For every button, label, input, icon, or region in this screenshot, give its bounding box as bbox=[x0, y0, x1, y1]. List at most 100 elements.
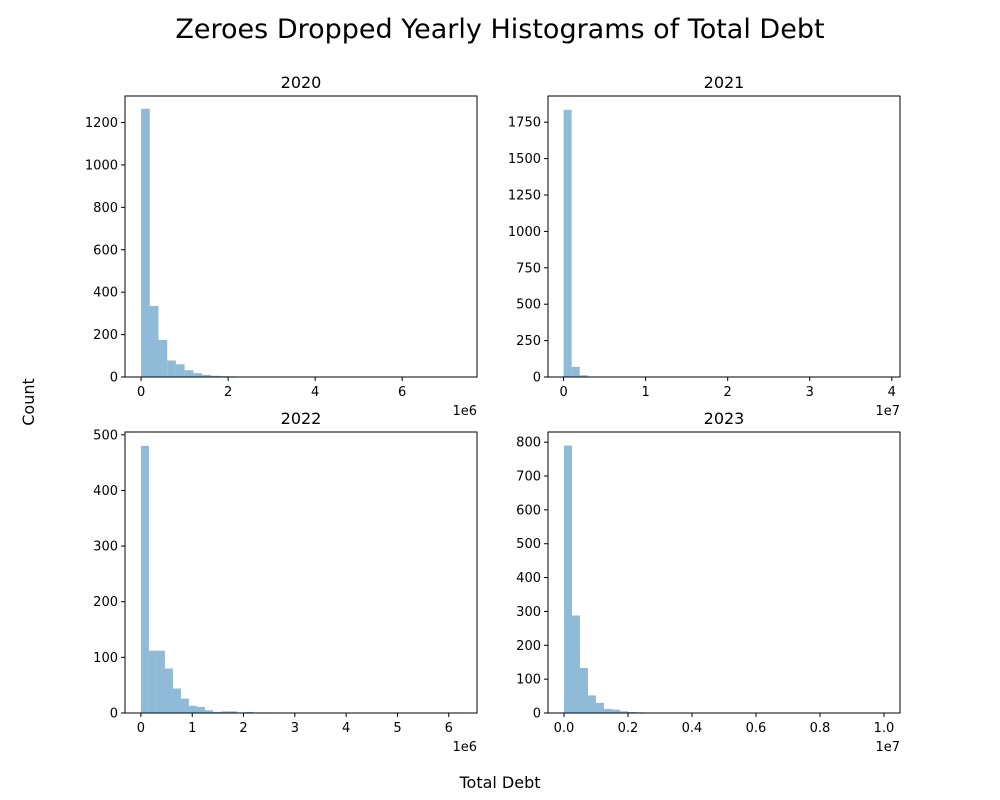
x-tick-label: 0.2 bbox=[618, 721, 639, 736]
histogram-bar bbox=[563, 109, 572, 377]
figure-title: Zeroes Dropped Yearly Histograms of Tota… bbox=[175, 14, 824, 45]
histogram-bar bbox=[210, 375, 220, 377]
histogram-bar bbox=[571, 366, 580, 377]
histogram-bar bbox=[620, 711, 628, 713]
x-tick-label: 4 bbox=[311, 385, 319, 400]
x-tick-label: 0 bbox=[137, 385, 145, 400]
axes-frame bbox=[547, 95, 901, 378]
x-tick-label: 0.6 bbox=[746, 721, 767, 736]
histogram-bar bbox=[596, 702, 604, 713]
histogram-bar bbox=[588, 695, 596, 713]
y-tick-label: 500 bbox=[93, 428, 118, 443]
x-tick-label: 4 bbox=[342, 721, 350, 736]
y-tick-label: 500 bbox=[516, 537, 541, 552]
histogram-bar bbox=[188, 705, 197, 713]
histogram-bar bbox=[564, 445, 572, 713]
axes-frame bbox=[547, 431, 901, 714]
histogram-bar bbox=[158, 339, 168, 377]
histogram-bar bbox=[193, 373, 203, 377]
x-tick-label: 1.0 bbox=[874, 721, 895, 736]
y-tick-label: 200 bbox=[93, 595, 118, 610]
y-tick-label: 0 bbox=[533, 707, 541, 722]
x-tick-label: 1 bbox=[642, 385, 650, 400]
y-tick-label: 300 bbox=[516, 605, 541, 620]
histogram-bar bbox=[148, 650, 157, 713]
x-tick-label: 2 bbox=[239, 721, 247, 736]
y-tick-label: 100 bbox=[516, 673, 541, 688]
histogram-bar bbox=[202, 374, 211, 377]
x-tick-label: 0.4 bbox=[682, 721, 703, 736]
histogram-bar bbox=[228, 711, 237, 713]
subplot-2023: 0.0 0.2 0.4 0.6 0.8 1.0 0 100 200 300 400 500 600 700… bbox=[516, 409, 901, 755]
y-tick-label: 0 bbox=[533, 371, 541, 386]
histogram-bar bbox=[212, 711, 221, 713]
histogram-bar bbox=[579, 375, 588, 377]
x-tick-label: 3 bbox=[806, 385, 814, 400]
histogram-bar bbox=[604, 708, 612, 713]
y-tick-label: 600 bbox=[93, 243, 118, 258]
x-tick-label: 5 bbox=[393, 721, 401, 736]
x-tick-label: 6 bbox=[445, 721, 453, 736]
histogram-bar bbox=[149, 305, 159, 377]
histogram-bar bbox=[628, 711, 636, 713]
histogram-bar bbox=[164, 668, 173, 713]
y-tick-label: 200 bbox=[93, 328, 118, 343]
x-offset-text: 1e7 bbox=[875, 404, 900, 419]
x-tick-label: 1 bbox=[188, 721, 196, 736]
y-tick-label: 400 bbox=[516, 571, 541, 586]
histogram-bar bbox=[156, 650, 165, 713]
y-tick-label: 100 bbox=[93, 651, 118, 666]
subplot-title: 2023 bbox=[704, 409, 745, 428]
axes-frame bbox=[124, 95, 478, 378]
x-offset-text: 1e6 bbox=[452, 740, 477, 755]
y-tick-label: 400 bbox=[93, 286, 118, 301]
subplot-2020: 0 2 4 6 0 200 400 600 800 1000 1200 2020 1e6 bbox=[85, 73, 478, 419]
histogram-bar bbox=[196, 706, 205, 713]
histogram-bar bbox=[572, 615, 580, 713]
x-tick-label: 0.8 bbox=[810, 721, 831, 736]
y-tick-label: 0 bbox=[110, 707, 118, 722]
histogram-bar bbox=[180, 698, 189, 713]
y-tick-label: 1000 bbox=[85, 158, 118, 173]
x-tick-label: 2 bbox=[724, 385, 732, 400]
y-tick-label: 1200 bbox=[85, 116, 118, 131]
subplot-2021: 0 1 2 3 4 0 250 500 750 1000 1250 1500 1750 2021 1e7 bbox=[508, 73, 901, 419]
y-tick-label: 1500 bbox=[508, 152, 541, 167]
histogram-bar bbox=[220, 711, 229, 713]
subplot-title: 2020 bbox=[281, 73, 322, 92]
histogram-bar bbox=[204, 710, 213, 713]
y-tick-label: 700 bbox=[516, 470, 541, 485]
subplot-title: 2021 bbox=[704, 73, 745, 92]
x-tick-label: 4 bbox=[888, 385, 896, 400]
y-tick-label: 800 bbox=[93, 201, 118, 216]
histogram-bar bbox=[172, 688, 181, 713]
y-tick-label: 500 bbox=[516, 298, 541, 313]
x-offset-text: 1e6 bbox=[452, 404, 477, 419]
histogram-bar bbox=[140, 445, 149, 713]
figure-xlabel: Total Debt bbox=[458, 773, 540, 792]
y-tick-label: 1750 bbox=[508, 116, 541, 131]
figure-ylabel: Count bbox=[19, 378, 38, 426]
histogram-bar bbox=[175, 364, 185, 377]
y-tick-label: 750 bbox=[516, 261, 541, 276]
histogram-bar bbox=[141, 108, 150, 377]
y-tick-label: 800 bbox=[516, 436, 541, 451]
y-tick-label: 200 bbox=[516, 639, 541, 654]
y-tick-label: 300 bbox=[93, 540, 118, 555]
x-tick-label: 0 bbox=[137, 721, 145, 736]
histogram-bar bbox=[184, 370, 194, 377]
y-tick-label: 0 bbox=[110, 371, 118, 386]
y-tick-label: 400 bbox=[93, 484, 118, 499]
histogram-bar bbox=[244, 711, 253, 713]
histogram-bar bbox=[167, 360, 176, 377]
x-offset-text: 1e7 bbox=[875, 740, 900, 755]
y-tick-label: 600 bbox=[516, 503, 541, 518]
histogram-bar bbox=[612, 709, 620, 713]
subplot-title: 2022 bbox=[281, 409, 322, 428]
axes-frame bbox=[124, 431, 478, 714]
x-tick-label: 3 bbox=[291, 721, 299, 736]
y-tick-label: 250 bbox=[516, 334, 541, 349]
y-tick-label: 1000 bbox=[508, 225, 541, 240]
